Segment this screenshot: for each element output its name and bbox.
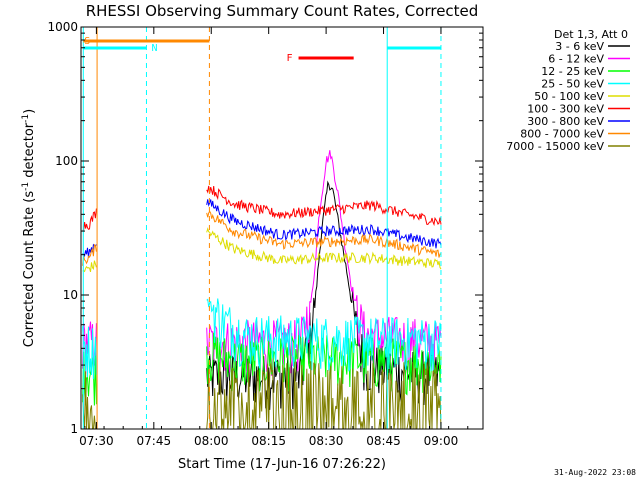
flag-label-1: S	[84, 36, 90, 47]
legend-label-5: 50 - 100 keV	[534, 90, 604, 103]
plot-area: S N F	[82, 27, 442, 430]
legend-label-3: 12 - 25 keV	[541, 65, 604, 78]
series-line-8-1	[82, 243, 97, 266]
timestamp: 31-Aug-2022 23:08	[554, 468, 636, 477]
legend-label-4: 25 - 50 keV	[541, 78, 604, 91]
legend-label-6: 100 - 300 keV	[527, 103, 604, 116]
legend-label-1: 3 - 6 keV	[555, 40, 604, 53]
series-line-6-1	[82, 208, 97, 231]
legend-label-9: 7000 - 15000 keV	[506, 140, 604, 153]
flag-label-4: F	[287, 53, 293, 64]
y-tick-label-1: 1	[70, 422, 78, 436]
series-line-7-2	[206, 199, 442, 249]
y-tick-label-2: 10	[63, 288, 78, 302]
y-axis-label: Corrected Count Rate (s-1 detector-1)	[21, 109, 37, 347]
series-line-8-2	[206, 210, 442, 258]
series-line-5-2	[206, 227, 442, 270]
x-tick-label-4: 08:15	[251, 434, 286, 448]
x-tick-label-3: 08:00	[194, 434, 229, 448]
series-8	[82, 210, 442, 266]
series-line-4-2	[206, 298, 442, 373]
y-tick-label-4: 1000	[47, 20, 78, 34]
legend-label-8: 800 - 7000 keV	[520, 128, 604, 141]
flag-label-2: N	[151, 43, 157, 54]
series-4	[82, 298, 442, 380]
chart-title: RHESSI Observing Summary Count Rates, Co…	[86, 2, 479, 20]
series-line-5-1	[82, 260, 97, 273]
x-tick-label-1: 07:30	[79, 434, 114, 448]
x-tick-label-2: 07:45	[137, 434, 172, 448]
x-tick-label-6: 08:45	[366, 434, 401, 448]
legend-label-7: 300 - 800 keV	[527, 115, 604, 128]
series-line-6-2	[206, 185, 442, 227]
x-tick-label-7: 09:00	[424, 434, 459, 448]
series-line-2-2	[206, 150, 442, 376]
series-5	[82, 227, 442, 273]
x-axis-label: Start Time (17-Jun-16 07:26:22)	[178, 457, 386, 472]
legend-header: Det 1,3, Att 0	[554, 28, 628, 41]
x-axis: 07:30 07:45 08:00 08:15 08:30 08:45 09:00	[79, 27, 469, 448]
series-line-4-1	[82, 326, 97, 380]
x-tick-label-5: 08:30	[309, 434, 344, 448]
legend-label-2: 6 - 12 keV	[548, 53, 604, 66]
y-axis: 1 10 100 1000	[47, 20, 483, 436]
series-6	[82, 185, 442, 231]
plot-frame	[80, 26, 484, 430]
y-tick-label-3: 100	[55, 154, 78, 168]
